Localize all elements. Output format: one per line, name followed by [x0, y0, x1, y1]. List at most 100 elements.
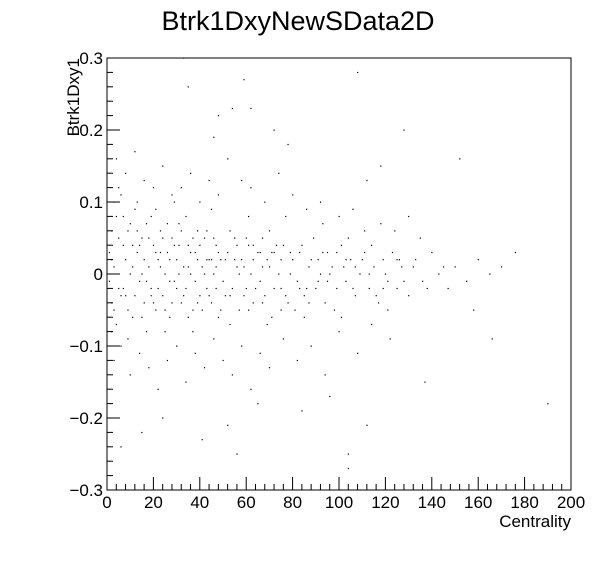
data-point	[329, 395, 331, 398]
data-point	[173, 280, 175, 282]
data-point	[364, 251, 366, 254]
data-point	[426, 287, 428, 290]
data-point	[120, 446, 122, 448]
data-point	[391, 251, 394, 254]
data-point	[347, 453, 349, 455]
data-point	[401, 266, 403, 268]
data-point	[238, 309, 240, 311]
data-point	[382, 259, 384, 261]
data-point	[250, 187, 252, 189]
data-point	[261, 237, 264, 239]
data-point	[259, 280, 261, 282]
data-point	[220, 259, 222, 261]
data-point	[333, 309, 336, 311]
data-point	[118, 287, 120, 290]
data-point	[120, 194, 122, 196]
data-point	[222, 280, 224, 282]
data-point	[213, 338, 215, 340]
data-point	[264, 295, 266, 297]
y-tick-label: −0.2	[69, 409, 103, 428]
data-point	[292, 259, 294, 261]
data-point	[248, 215, 250, 218]
data-point	[268, 230, 271, 232]
data-point	[162, 417, 164, 419]
data-point	[403, 129, 405, 131]
data-point	[357, 71, 359, 74]
data-point	[466, 280, 468, 282]
data-point	[336, 287, 338, 290]
data-point	[180, 302, 182, 304]
data-point	[489, 273, 491, 275]
data-point	[152, 244, 155, 246]
data-point	[296, 359, 298, 362]
data-point	[118, 187, 120, 189]
y-tick-label: 0.3	[79, 49, 103, 68]
data-point	[210, 259, 213, 261]
data-point	[227, 424, 229, 426]
data-point	[132, 266, 134, 268]
data-point	[157, 388, 159, 390]
data-point	[280, 259, 282, 261]
data-point	[447, 287, 449, 290]
data-point	[194, 352, 196, 354]
data-point	[322, 223, 324, 225]
y-tick-label: −0.3	[69, 481, 103, 500]
data-point	[299, 287, 301, 290]
data-point	[152, 187, 155, 189]
data-point	[227, 158, 229, 160]
data-point	[354, 266, 356, 268]
data-point	[268, 266, 271, 268]
data-point	[275, 244, 278, 246]
data-point	[183, 295, 185, 297]
data-point	[347, 237, 349, 239]
data-point	[122, 215, 124, 218]
data-point	[155, 309, 157, 311]
data-point	[310, 259, 312, 261]
data-point	[180, 230, 182, 232]
data-point	[324, 302, 326, 304]
data-point	[315, 287, 317, 290]
data-point	[271, 251, 273, 254]
data-point	[442, 266, 445, 268]
y-axis: −0.3 −0.2 −0.1 0 0.1 0.2 0.3	[69, 49, 120, 500]
data-point	[340, 244, 343, 246]
data-point	[241, 179, 243, 182]
data-point	[132, 316, 134, 318]
data-point	[287, 143, 289, 146]
data-point	[145, 223, 148, 225]
x-tick-label: 180	[510, 493, 538, 512]
data-point	[271, 316, 273, 318]
x-tick-label: 80	[283, 493, 302, 512]
data-point	[259, 352, 261, 354]
data-point	[125, 259, 127, 261]
x-tick-label: 200	[557, 493, 585, 512]
data-point	[127, 230, 129, 232]
data-point	[303, 295, 305, 297]
data-point	[380, 165, 382, 167]
data-point	[306, 208, 308, 210]
data-point	[259, 251, 261, 254]
data-point	[113, 359, 115, 362]
data-point	[278, 273, 280, 275]
data-point	[285, 215, 287, 218]
data-point	[473, 309, 475, 311]
data-point	[231, 374, 233, 376]
data-point	[185, 287, 187, 290]
data-point	[129, 223, 131, 225]
data-point	[173, 201, 175, 203]
data-point	[273, 129, 275, 131]
y-tick-label: 0	[94, 265, 103, 284]
data-point	[187, 244, 189, 246]
data-point	[113, 309, 115, 311]
data-point	[187, 316, 189, 318]
data-point	[173, 244, 175, 246]
x-tick-label: 0	[102, 493, 111, 512]
data-point	[215, 244, 217, 246]
x-tick-label: 120	[371, 493, 399, 512]
x-axis: 0 20 40 60 80 100 120 140 160 180 200	[102, 477, 585, 512]
data-point	[176, 345, 178, 347]
data-point	[377, 302, 380, 304]
y-tick-label: 0.2	[79, 121, 103, 140]
data-point	[319, 273, 322, 275]
